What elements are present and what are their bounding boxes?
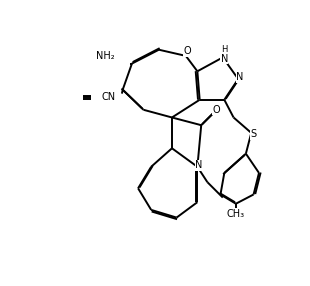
Text: N: N [195, 160, 203, 170]
Text: N: N [221, 54, 228, 64]
Text: O: O [184, 46, 191, 56]
Text: NH₂: NH₂ [96, 51, 114, 61]
Text: S: S [250, 130, 257, 139]
Text: O: O [213, 105, 220, 115]
Text: CN: CN [101, 92, 115, 102]
Text: CH₃: CH₃ [227, 209, 245, 219]
Text: H: H [221, 45, 228, 54]
Text: N: N [236, 72, 243, 82]
